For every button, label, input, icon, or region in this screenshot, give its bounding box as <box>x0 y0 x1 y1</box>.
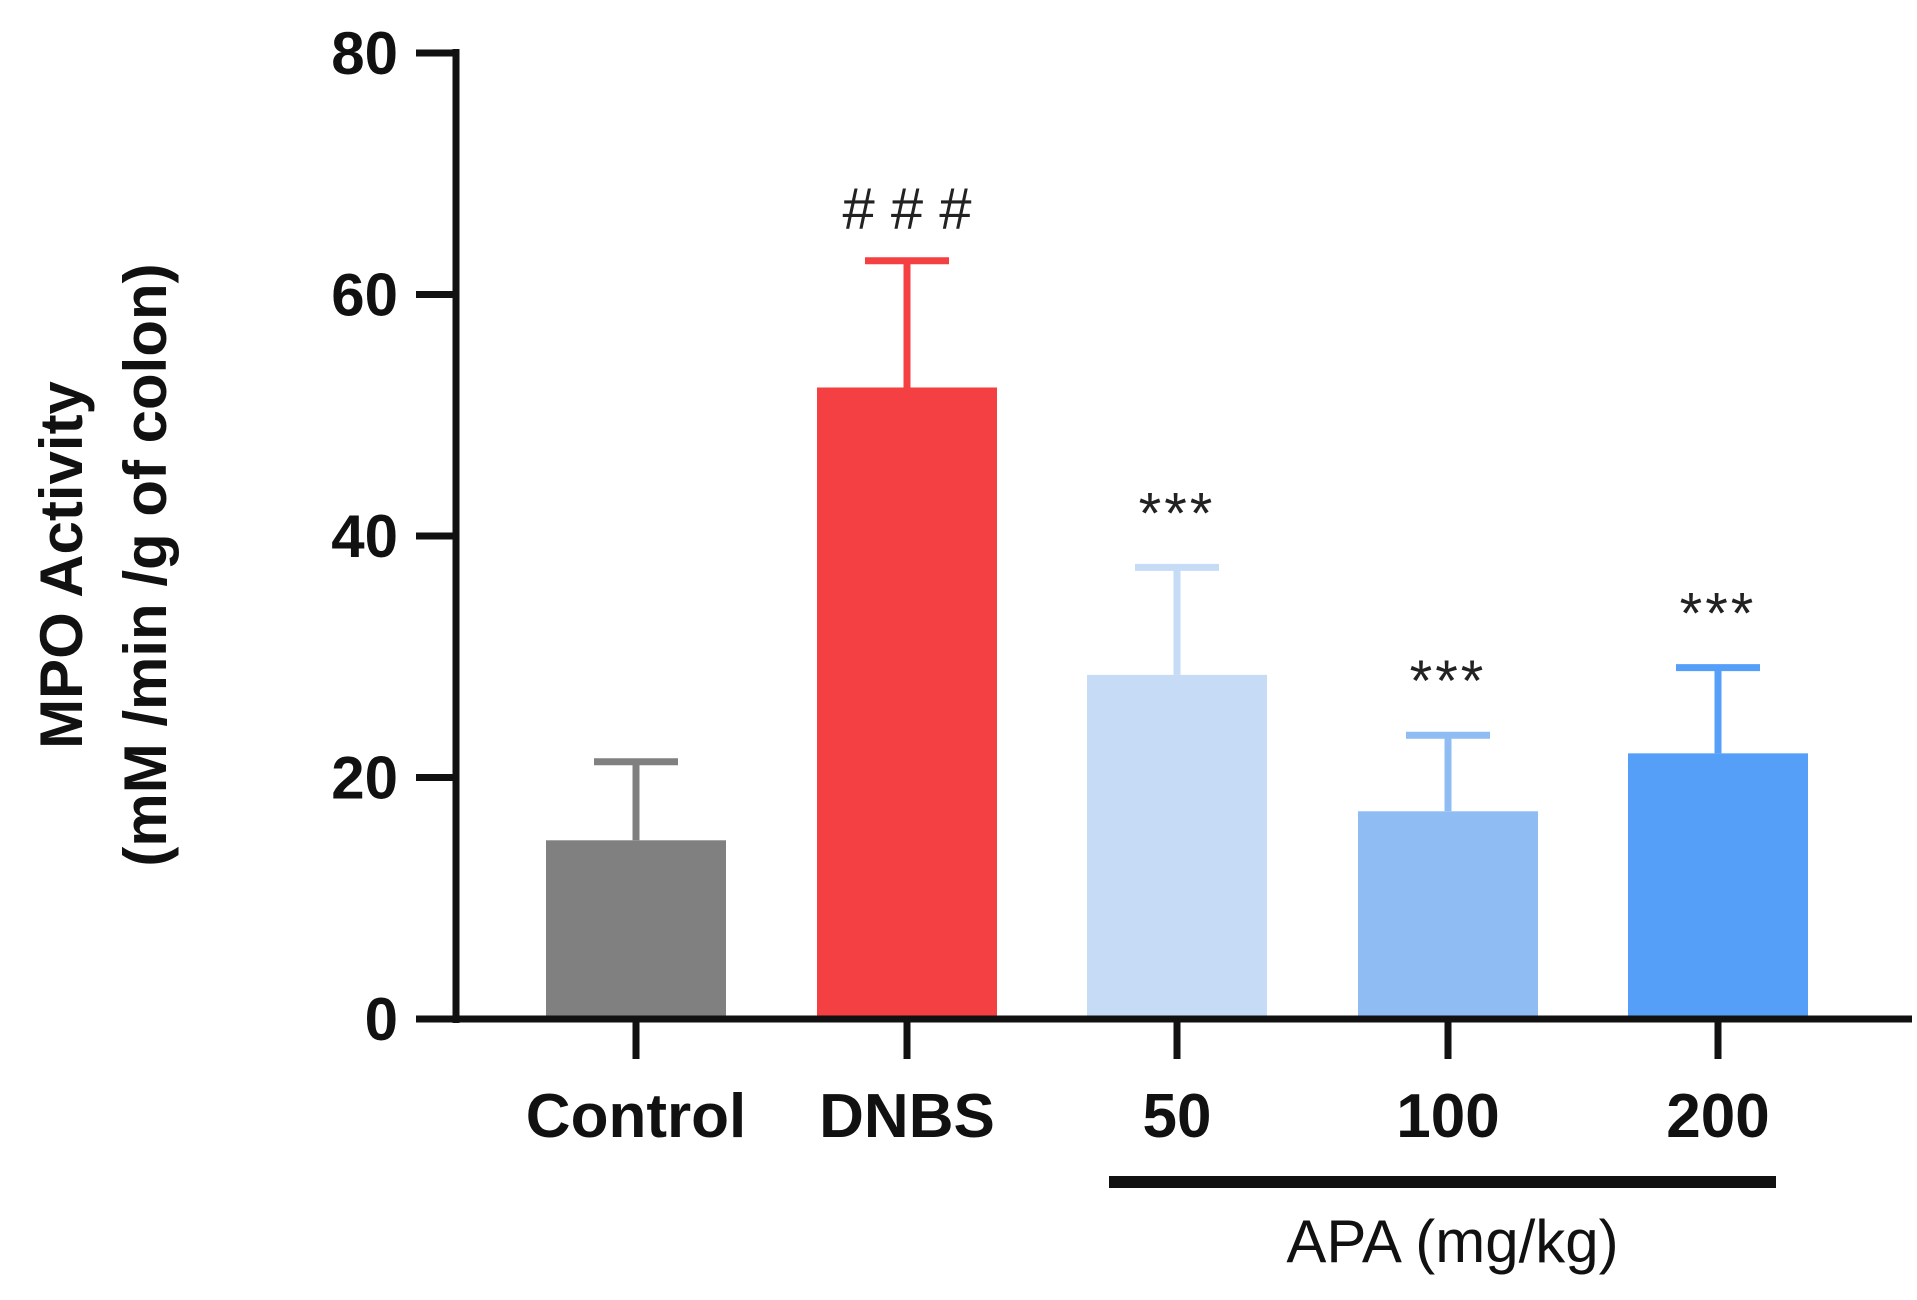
axes-layer <box>416 49 1912 1059</box>
x-tick-label: 100 <box>1396 1082 1499 1151</box>
x-tick-label: DNBS <box>819 1082 995 1151</box>
x-tick-label: Control <box>526 1082 746 1151</box>
y-tick-label: 80 <box>331 20 398 87</box>
error-bars-layer <box>594 257 1760 841</box>
y-axis-title-line1: MPO Activity <box>28 380 95 748</box>
bar-50 <box>1087 674 1267 1019</box>
y-tick-label: 0 <box>365 986 398 1053</box>
significance-annotation: *** <box>1410 649 1487 714</box>
y-tick-label: 20 <box>331 745 398 812</box>
labels-layer: Control DNBS 50 100 200 0 20 40 60 80 <box>331 20 1769 1151</box>
significance-annotation: # # # <box>843 177 972 242</box>
y-tick-label: 40 <box>331 503 398 570</box>
bar-100 <box>1358 811 1538 1019</box>
significance-annotation: *** <box>1680 582 1757 647</box>
bar-dnbs <box>817 387 997 1019</box>
x-tick-label: 200 <box>1666 1082 1769 1151</box>
bars-layer <box>546 387 1808 1019</box>
y-tick-label: 60 <box>331 262 398 329</box>
significance-annotation: *** <box>1139 481 1216 546</box>
bar-200 <box>1628 753 1808 1019</box>
y-axis-title-line2: (mM /min /g of colon) <box>112 263 179 866</box>
annotations-layer: # # # *** *** *** <box>843 177 1757 715</box>
y-axis-title: MPO Activity (mM /min /g of colon) <box>28 263 179 866</box>
x-tick-label: 50 <box>1143 1082 1212 1151</box>
group-label: APA (mg/kg) <box>1286 1208 1618 1275</box>
bar-control <box>546 840 726 1019</box>
group-bracket: APA (mg/kg) <box>1109 1176 1776 1275</box>
